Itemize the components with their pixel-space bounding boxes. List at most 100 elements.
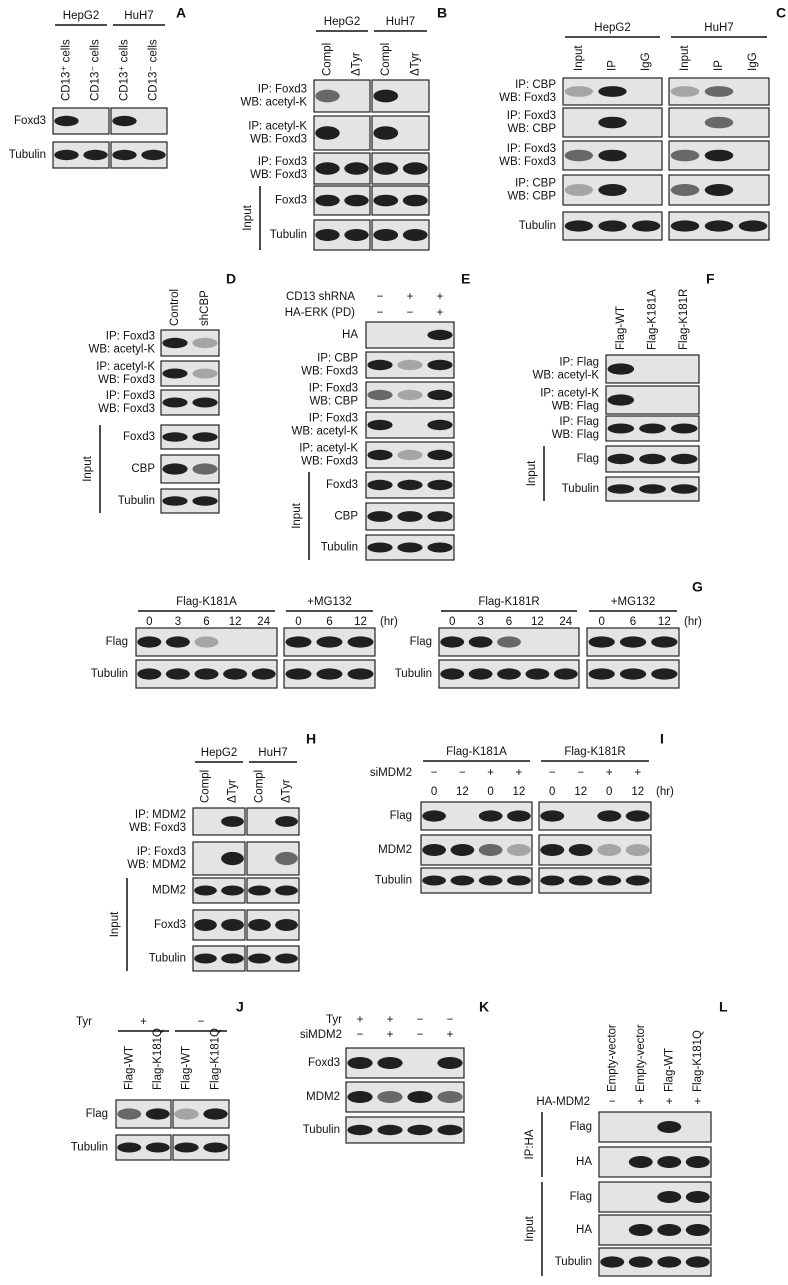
band [553,668,578,680]
row-label: CBP [131,463,155,475]
panel-letter: E [461,271,470,287]
band [192,496,218,506]
condition-label: HA-ERK (PD) [285,307,355,319]
row-label: IP: Foxd3 [507,143,556,155]
row-label: WB: Foxd3 [499,92,556,104]
band [203,1108,228,1120]
row-label: WB: Foxd3 [301,366,358,378]
lane-label: shCBP [199,290,211,326]
band [422,875,446,886]
band [564,220,593,232]
row-label: Tubulin [118,495,155,507]
row-label: Tubulin [91,668,128,680]
lane-label: Compl [322,43,334,76]
band [478,844,503,856]
row-label: WB: acetyl-K [89,344,156,356]
row-label: WB: acetyl-K [292,426,359,438]
row-label: Foxd3 [154,919,186,931]
band [670,86,700,97]
band [597,810,622,822]
band [427,479,453,491]
band [373,194,399,207]
band [192,397,218,408]
band [651,668,678,680]
lane-label: Flag-K181Q [210,1028,222,1090]
lane-label: Compl [380,43,392,76]
band [221,851,244,866]
unit-label: (hr) [380,616,398,628]
band [117,1108,142,1120]
band [598,149,627,162]
row-label: Flag [86,1108,108,1120]
lane-label: IP [607,60,619,71]
row-label: CBP [334,511,358,523]
band [564,184,593,196]
row-label: Tubulin [555,1256,592,1268]
lane-label: IgG [640,52,652,71]
band [367,542,393,553]
section-label: Input [109,911,121,937]
band [704,220,734,232]
unit-label: (hr) [684,616,702,628]
row-label: IP: Foxd3 [507,110,556,122]
lane-label: 3 [477,616,483,628]
band [402,229,428,241]
lane-label: Flag-K181Q [152,1028,164,1090]
panel-letter: D [226,271,236,287]
lane-label: 12 [658,616,671,628]
row-label: Foxd3 [326,479,358,491]
row-label: Tubulin [519,220,556,232]
lane-label: 0 [449,616,455,628]
lane-label: 12 [354,616,367,628]
band [162,337,188,349]
band [600,1256,625,1268]
condition-value: + [487,767,494,779]
band [174,1142,199,1153]
band [112,149,137,161]
band [194,919,217,931]
row-label: Flag [570,1191,592,1203]
group-label: + [140,1016,147,1028]
band [704,184,734,196]
band [248,953,271,964]
band [625,810,650,822]
band [367,511,393,522]
band [402,162,428,175]
row-label: IP: Flag [559,416,599,428]
condition-value: − [357,1029,364,1041]
band [427,389,453,401]
band [639,484,666,494]
band [367,419,393,431]
band [275,919,298,931]
group-label: +MG132 [611,596,655,608]
row-label: Foxd3 [275,195,307,207]
band [422,810,446,822]
row-label: Flag [570,1121,592,1133]
band [598,184,627,196]
band [347,1057,373,1069]
lane-label: ΔTyr [351,52,363,76]
row-label: IP: Foxd3 [309,413,358,425]
lane-label: Input [679,45,691,71]
band [275,953,298,964]
band [657,1121,682,1133]
band [221,816,244,827]
condition-label: CD13 shRNA [286,291,355,303]
band [248,919,271,931]
lane-label: 12 [456,786,469,798]
band [165,668,190,680]
condition-label: siMDM2 [300,1029,342,1041]
band [628,1256,653,1268]
band [657,1156,682,1168]
band [221,953,244,964]
section-label: Input [526,460,538,486]
lane-label: 0 [431,786,437,798]
row-label: IP: CBP [515,178,556,190]
band [427,419,453,431]
band [437,1057,463,1069]
row-label: WB: CBP [507,191,556,203]
lane-label: Compl [254,770,266,803]
panel-letter: A [176,5,186,21]
